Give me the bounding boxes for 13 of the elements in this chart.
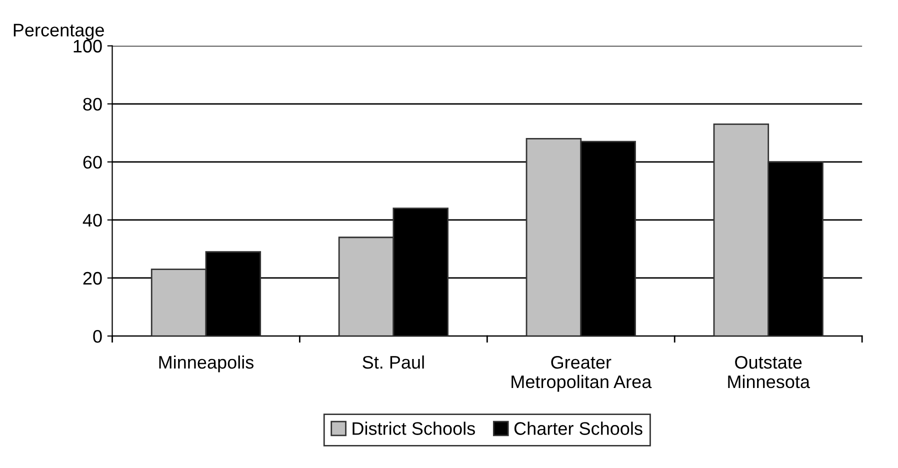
y-axis-title: Percentage — [14, 24, 104, 40]
x-tick-label: Greater Metropolitan Area — [512, 356, 652, 392]
x-tick-label: Outstate Minnesota — [728, 356, 810, 388]
y-tick-label: 40 — [82, 214, 102, 227]
x-tick-label: Minneapolis — [159, 355, 254, 372]
y-tick-label: 60 — [83, 156, 102, 169]
y-tick-label: 80 — [83, 98, 102, 111]
y-tick-label: 100 — [74, 40, 102, 53]
legend-label: District Schools — [352, 422, 475, 435]
x-tick-label: St. Paul — [362, 355, 424, 369]
y-tick-label: 20 — [83, 272, 102, 285]
y-tick-label: 0 — [93, 330, 102, 343]
legend-label: Charter Schools — [514, 422, 642, 435]
